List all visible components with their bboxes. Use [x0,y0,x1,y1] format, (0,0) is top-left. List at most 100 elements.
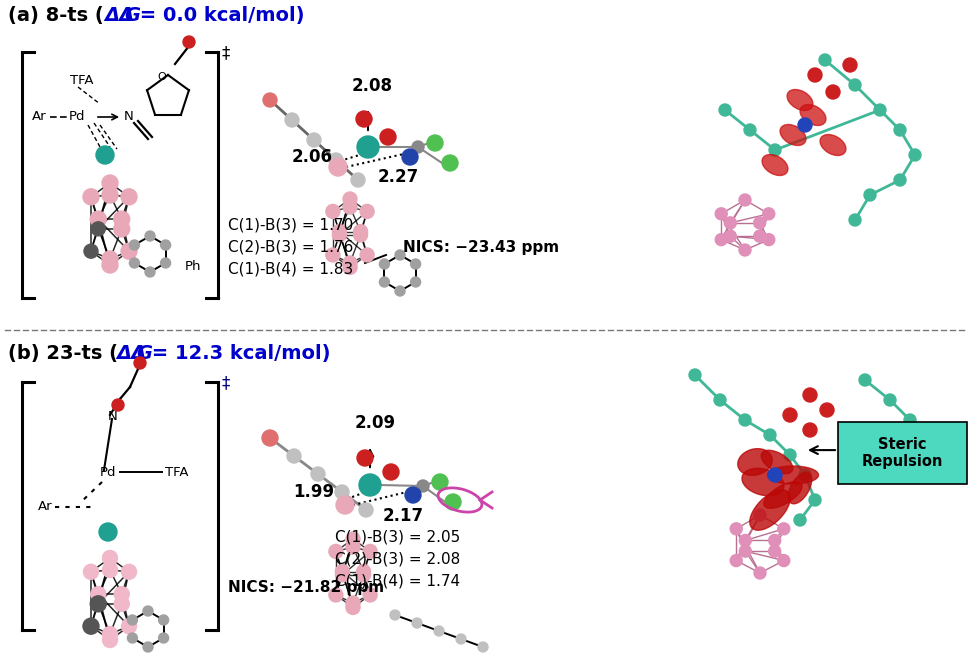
Text: C(1)-B(3) = 1.70: C(1)-B(3) = 1.70 [228,218,353,233]
Circle shape [768,468,782,482]
FancyBboxPatch shape [838,422,967,484]
Circle shape [379,259,390,269]
Circle shape [794,514,806,526]
Text: N: N [124,110,134,123]
Ellipse shape [738,449,772,475]
Circle shape [329,158,347,176]
Text: = 0.0 kcal/mol): = 0.0 kcal/mol) [133,6,304,25]
Circle shape [332,224,346,238]
Text: C(1)-B(3) = 2.05: C(1)-B(3) = 2.05 [335,530,461,545]
Circle shape [343,200,357,214]
Circle shape [160,240,171,250]
Circle shape [390,610,400,620]
Circle shape [343,256,357,270]
Circle shape [456,634,466,644]
Ellipse shape [781,125,806,145]
Ellipse shape [749,490,790,530]
Text: Ph: Ph [185,259,201,273]
Text: NICS: −21.82 ppm: NICS: −21.82 ppm [228,580,384,595]
Circle shape [754,567,766,579]
Text: 2.08: 2.08 [352,77,393,95]
Circle shape [343,192,357,206]
Circle shape [763,234,775,246]
Circle shape [326,248,340,262]
Circle shape [143,642,153,652]
Circle shape [753,217,766,229]
Circle shape [730,523,743,535]
Circle shape [360,205,374,218]
Text: = 12.3 kcal/mol): = 12.3 kcal/mol) [145,344,330,363]
Circle shape [764,429,776,441]
Circle shape [96,146,114,164]
Circle shape [740,535,751,546]
Circle shape [843,58,857,72]
Circle shape [402,149,418,165]
Circle shape [83,618,99,634]
Circle shape [412,618,422,628]
Circle shape [859,374,871,386]
Text: C(2)-B(3) = 1.76: C(2)-B(3) = 1.76 [228,240,354,255]
Circle shape [356,111,372,127]
Circle shape [719,104,731,116]
Circle shape [335,485,349,499]
Circle shape [102,257,118,273]
Circle shape [122,618,136,634]
Circle shape [115,597,129,611]
Text: 2.06: 2.06 [292,148,333,166]
Text: Pd: Pd [100,465,117,478]
Circle shape [909,149,921,161]
Circle shape [412,141,424,153]
Circle shape [326,205,340,218]
Circle shape [364,588,377,602]
Circle shape [715,234,727,246]
Circle shape [739,244,751,256]
Circle shape [346,540,360,554]
Circle shape [129,240,139,250]
Text: 1.99: 1.99 [293,483,334,501]
Text: (b) 23-ts (: (b) 23-ts ( [8,344,118,363]
Circle shape [332,228,346,242]
Text: Steric
Repulsion: Steric Repulsion [862,437,943,469]
Circle shape [158,633,168,643]
Text: C(2)-B(3) = 2.08: C(2)-B(3) = 2.08 [335,552,461,567]
Circle shape [91,222,105,236]
Circle shape [432,474,448,490]
Circle shape [129,258,139,268]
Circle shape [99,523,117,541]
Circle shape [434,626,444,636]
Circle shape [739,414,751,426]
Circle shape [357,564,370,579]
Text: C(1)-B(4) = 1.74: C(1)-B(4) = 1.74 [335,574,460,589]
Text: Ar: Ar [32,110,47,123]
Circle shape [405,487,421,503]
Circle shape [84,244,98,258]
Circle shape [115,587,129,602]
Text: Pd: Pd [69,110,86,123]
Circle shape [335,568,349,582]
Text: ‡: ‡ [221,44,229,62]
Circle shape [874,104,886,116]
Circle shape [784,449,796,461]
Circle shape [442,155,458,171]
Text: ΔΔ: ΔΔ [116,344,146,363]
Circle shape [90,587,106,602]
Circle shape [754,509,766,521]
Text: (a) 8-ts (: (a) 8-ts ( [8,6,104,25]
Circle shape [380,129,396,145]
Circle shape [884,394,896,406]
Circle shape [730,554,743,566]
Circle shape [849,214,861,226]
Circle shape [329,588,343,602]
Circle shape [285,113,299,127]
Circle shape [83,189,99,205]
Circle shape [357,450,373,466]
Circle shape [826,85,840,99]
Circle shape [778,554,790,566]
Text: Ar: Ar [38,500,52,513]
Circle shape [808,68,822,82]
Circle shape [724,217,737,229]
Circle shape [395,286,405,296]
Circle shape [346,601,360,614]
Text: G: G [124,6,140,25]
Circle shape [410,259,421,269]
